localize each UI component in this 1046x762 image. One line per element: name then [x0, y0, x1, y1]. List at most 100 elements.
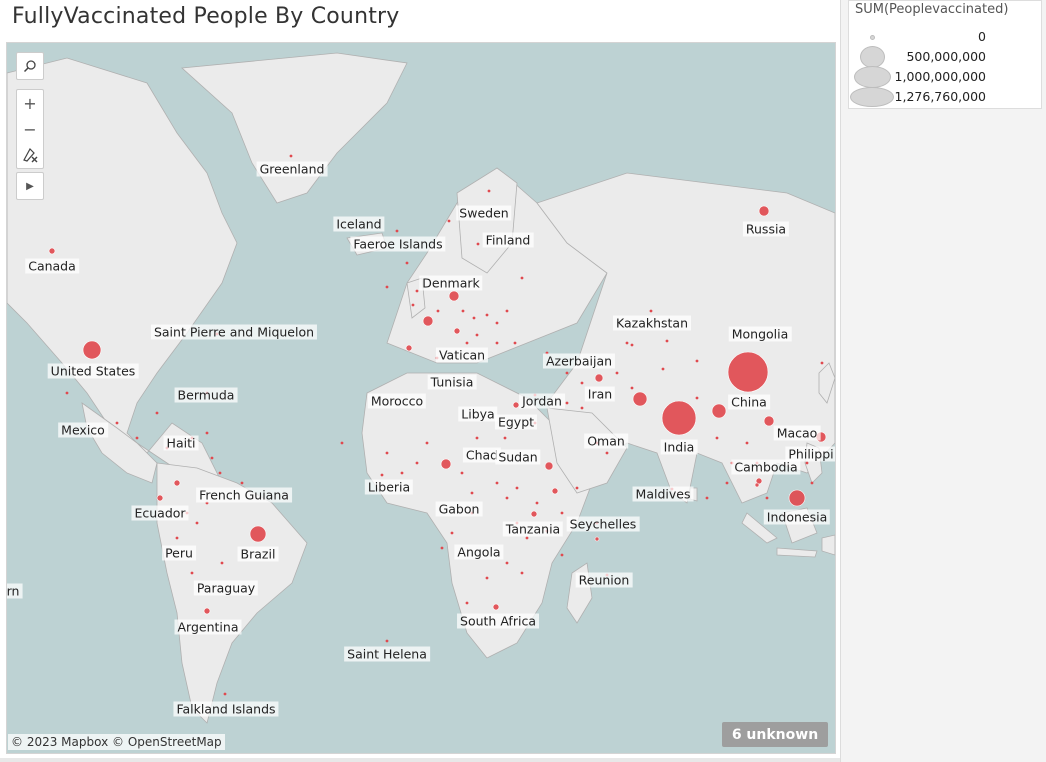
country-marker[interactable]: [405, 261, 409, 265]
country-marker[interactable]: [661, 400, 697, 436]
map-view[interactable]: Greenland Iceland Faeroe Islands Sweden …: [6, 42, 836, 754]
country-marker[interactable]: [810, 481, 814, 485]
country-marker[interactable]: [615, 371, 619, 375]
country-marker[interactable]: [820, 361, 824, 365]
country-marker[interactable]: [805, 461, 809, 465]
country-marker[interactable]: [625, 341, 629, 345]
country-marker[interactable]: [632, 391, 648, 407]
zoom-in-button[interactable]: +: [23, 93, 37, 113]
country-marker[interactable]: [551, 487, 559, 495]
country-marker[interactable]: [711, 403, 727, 419]
country-marker[interactable]: [520, 571, 524, 575]
country-marker[interactable]: [190, 571, 194, 575]
country-marker[interactable]: [695, 396, 699, 400]
country-marker[interactable]: [503, 436, 507, 440]
country-marker[interactable]: [220, 561, 224, 565]
country-marker[interactable]: [705, 496, 709, 500]
country-marker[interactable]: [630, 386, 634, 390]
country-marker[interactable]: [475, 333, 479, 337]
country-marker[interactable]: [492, 603, 500, 611]
country-marker[interactable]: [535, 501, 539, 505]
map-attribution[interactable]: © 2023 Mapbox © OpenStreetMap: [8, 734, 225, 750]
country-marker[interactable]: [203, 607, 211, 615]
country-marker[interactable]: [485, 313, 489, 317]
country-marker[interactable]: [175, 536, 179, 540]
country-marker[interactable]: [495, 481, 499, 485]
country-marker[interactable]: [465, 341, 469, 345]
country-marker[interactable]: [205, 431, 209, 435]
country-marker[interactable]: [565, 371, 569, 375]
country-marker[interactable]: [525, 536, 529, 540]
country-marker[interactable]: [223, 692, 227, 696]
country-marker[interactable]: [135, 436, 139, 440]
country-marker[interactable]: [544, 461, 554, 471]
country-marker[interactable]: [453, 327, 461, 335]
legend-item[interactable]: 500,000,000: [849, 46, 1041, 69]
country-marker[interactable]: [505, 496, 509, 500]
country-marker[interactable]: [580, 406, 584, 410]
country-marker[interactable]: [156, 494, 164, 502]
country-marker[interactable]: [763, 415, 775, 427]
country-marker[interactable]: [405, 344, 413, 352]
zoom-out-button[interactable]: −: [23, 119, 37, 139]
country-marker[interactable]: [400, 471, 404, 475]
country-marker[interactable]: [461, 309, 465, 313]
country-marker[interactable]: [512, 401, 520, 409]
country-marker[interactable]: [380, 473, 384, 477]
country-marker[interactable]: [340, 441, 344, 445]
unknown-indicator[interactable]: 6 unknown: [722, 722, 828, 747]
country-marker[interactable]: [515, 486, 519, 490]
country-marker[interactable]: [249, 525, 267, 543]
country-marker[interactable]: [415, 461, 419, 465]
country-marker[interactable]: [470, 491, 474, 495]
country-marker[interactable]: [495, 321, 499, 325]
country-marker[interactable]: [210, 456, 214, 460]
map-search-button[interactable]: [16, 52, 44, 80]
country-marker[interactable]: [754, 482, 760, 488]
country-marker[interactable]: [472, 316, 476, 320]
country-marker[interactable]: [505, 309, 509, 313]
country-marker[interactable]: [115, 421, 119, 425]
country-marker[interactable]: [82, 340, 102, 360]
country-marker[interactable]: [448, 290, 460, 302]
legend-item[interactable]: 1,276,760,000: [849, 87, 1041, 109]
legend-item[interactable]: 0: [849, 29, 1041, 49]
country-marker[interactable]: [520, 276, 524, 280]
country-marker[interactable]: [580, 381, 584, 385]
country-marker[interactable]: [505, 561, 509, 565]
country-marker[interactable]: [460, 471, 464, 475]
country-marker[interactable]: [65, 391, 69, 395]
country-marker[interactable]: [411, 303, 415, 307]
country-marker[interactable]: [649, 309, 653, 313]
country-marker[interactable]: [385, 451, 389, 455]
country-marker[interactable]: [436, 309, 440, 313]
country-marker[interactable]: [575, 486, 579, 490]
country-marker[interactable]: [565, 401, 569, 405]
country-marker[interactable]: [661, 367, 665, 371]
country-marker[interactable]: [630, 343, 634, 347]
country-marker[interactable]: [485, 576, 489, 580]
country-marker[interactable]: [289, 154, 293, 158]
country-marker[interactable]: [594, 373, 604, 383]
country-marker[interactable]: [465, 601, 469, 605]
country-marker[interactable]: [788, 489, 806, 507]
country-marker[interactable]: [665, 339, 669, 343]
expand-toolbar-button[interactable]: ▶: [16, 172, 44, 200]
country-marker[interactable]: [560, 511, 564, 515]
country-marker[interactable]: [605, 451, 609, 455]
country-marker[interactable]: [447, 219, 451, 223]
country-marker[interactable]: [218, 471, 222, 475]
country-marker[interactable]: [395, 229, 399, 233]
country-marker[interactable]: [745, 441, 749, 445]
country-marker[interactable]: [195, 521, 199, 525]
country-marker[interactable]: [240, 481, 244, 485]
country-marker[interactable]: [440, 546, 444, 550]
legend-item[interactable]: 1,000,000,000: [849, 66, 1041, 89]
country-marker[interactable]: [385, 639, 389, 643]
country-marker[interactable]: [513, 341, 517, 345]
country-marker[interactable]: [695, 359, 699, 363]
country-marker[interactable]: [727, 351, 769, 393]
country-marker[interactable]: [450, 531, 454, 535]
country-marker[interactable]: [758, 205, 770, 217]
country-marker[interactable]: [155, 411, 159, 415]
